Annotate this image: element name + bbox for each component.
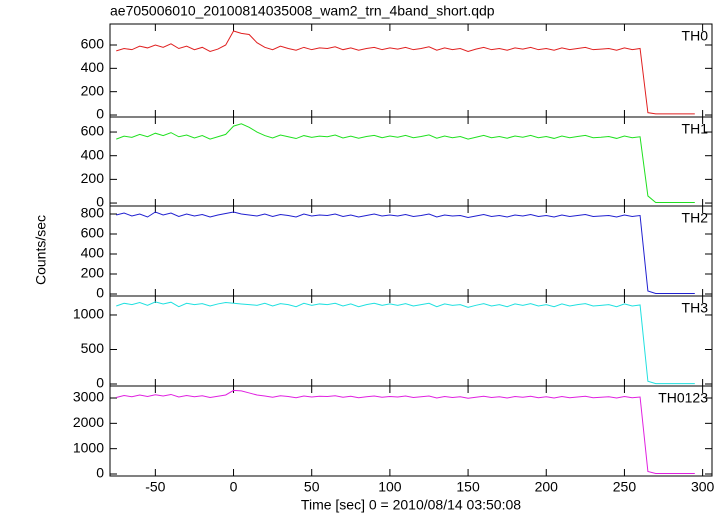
- x-tick-label: 250: [613, 479, 637, 495]
- x-tick-label: 200: [535, 479, 559, 495]
- y-tick-label: 400: [81, 59, 105, 75]
- y-tick-label: 400: [81, 146, 105, 162]
- panel-frame: [109, 116, 713, 207]
- x-tick-label: 50: [304, 479, 320, 495]
- panel-frame: [109, 205, 713, 297]
- y-tick-label: 600: [81, 36, 105, 52]
- data-line: [116, 301, 695, 385]
- x-tick-label: 300: [691, 479, 715, 495]
- y-tick-label: 500: [81, 340, 105, 356]
- y-tick-label: 600: [81, 225, 105, 241]
- y-tick-label: 400: [81, 245, 105, 261]
- data-line: [116, 211, 695, 294]
- data-line: [116, 389, 695, 474]
- y-tick-label: 0: [96, 285, 104, 301]
- y-tick-label: 1000: [73, 306, 104, 322]
- x-tick-label: -50: [145, 479, 165, 495]
- panel-frame: [109, 23, 713, 118]
- data-line: [116, 30, 695, 115]
- x-tick-label: 150: [456, 479, 480, 495]
- x-tick-label: 0: [230, 479, 238, 495]
- y-tick-label: 0: [96, 194, 104, 210]
- panel-label: TH1: [682, 121, 709, 137]
- panel-label: TH2: [682, 210, 709, 226]
- y-tick-label: 1000: [73, 439, 104, 455]
- x-tick-label: 100: [378, 479, 402, 495]
- y-axis-label: Counts/sec: [33, 215, 49, 285]
- y-tick-label: 600: [81, 123, 105, 139]
- chart-title: ae705006010_20100814035008_wam2_trn_4ban…: [110, 3, 495, 19]
- y-tick-label: 200: [81, 265, 105, 281]
- y-tick-label: 200: [81, 170, 105, 186]
- y-tick-label: 0: [96, 106, 104, 122]
- panel-label: TH3: [682, 300, 709, 316]
- y-tick-label: 2000: [73, 414, 104, 430]
- x-axis-label: Time [sec] 0 = 2010/08/14 03:50:08: [301, 497, 521, 513]
- panel-frame: [109, 295, 713, 387]
- y-tick-label: 0: [96, 375, 104, 391]
- y-tick-label: 200: [81, 82, 105, 98]
- data-line: [116, 123, 695, 203]
- panel-frame: [109, 385, 713, 477]
- y-tick-label: 3000: [73, 389, 104, 405]
- panel-label: TH0: [682, 28, 709, 44]
- y-tick-label: 0: [96, 465, 104, 481]
- y-tick-label: 800: [81, 205, 105, 221]
- panel-label: TH0123: [658, 390, 708, 406]
